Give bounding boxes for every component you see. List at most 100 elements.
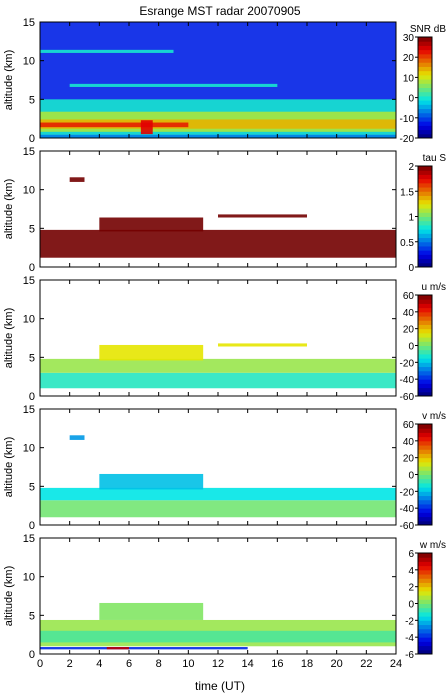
colorbar-cell	[418, 586, 432, 592]
colorbar-cell	[418, 424, 432, 429]
y-tick-label: 0	[29, 391, 35, 403]
data-band-4	[40, 122, 189, 128]
colorbar-cell	[418, 245, 432, 251]
data-band-3	[69, 435, 85, 440]
data-band-4	[106, 647, 129, 650]
colorbar-cell	[418, 449, 432, 454]
panel-v: 0 5 10 15 altitude (km) v m/s -60 -40 -20 0 20 40 60	[3, 404, 446, 532]
colorbar-cell	[418, 254, 432, 260]
colorbar-label: tau S	[423, 153, 446, 164]
colorbar-cell	[418, 250, 432, 255]
data-band-5	[140, 120, 153, 135]
x-tick-label: 2	[67, 658, 73, 670]
colorbar-cell	[418, 353, 432, 359]
colorbar-cell	[418, 349, 432, 355]
colorbar-cell	[418, 491, 432, 497]
colorbar-cell	[418, 569, 432, 575]
colorbar-tick-label: -40	[400, 375, 415, 386]
colorbar-cell	[418, 620, 432, 626]
colorbar-tick-label: 0	[408, 263, 414, 274]
colorbar-frame	[417, 36, 433, 139]
colorbar-tick-label: 60	[403, 291, 415, 302]
colorbar-cell	[418, 503, 432, 509]
x-tick-label: 0	[37, 658, 43, 670]
x-tick-label: 14	[242, 658, 254, 670]
colorbar-cell	[418, 187, 432, 192]
colorbar-cell	[418, 320, 432, 325]
colorbar-cell	[418, 303, 432, 309]
colorbar-cell	[418, 41, 432, 46]
colorbar-cell	[418, 445, 432, 450]
y-tick-label: 10	[23, 314, 35, 326]
colorbar-cell	[418, 379, 432, 384]
data-band-3	[40, 647, 248, 650]
colorbar-cell	[418, 461, 432, 467]
x-tick-label: 20	[331, 658, 343, 670]
colorbar-cell	[418, 116, 432, 122]
colorbar-tick-label: 0	[408, 600, 414, 611]
colorbar-cell	[418, 166, 432, 171]
colorbar-cell	[418, 295, 432, 300]
colorbar-tick-label: 0.5	[400, 238, 414, 249]
y-tick-label: 5	[29, 352, 35, 364]
colorbar-cell	[418, 316, 432, 321]
colorbar-cell	[418, 58, 432, 63]
colorbar-tick-label: 2	[408, 583, 414, 594]
colorbar-cell	[418, 603, 432, 609]
colorbar-cell	[418, 641, 432, 647]
colorbar-tick-label: -4	[405, 633, 414, 644]
colorbar-cell	[418, 299, 432, 304]
colorbar-cell	[418, 233, 432, 239]
y-tick-label: 10	[23, 185, 35, 197]
colorbar-cell	[418, 565, 432, 571]
data-band-1	[40, 487, 396, 501]
colorbar-cell	[418, 241, 432, 247]
colorbar-tick-label: 60	[403, 420, 415, 431]
colorbar-cell	[418, 645, 432, 651]
colorbar-tick-label: 20	[403, 325, 415, 336]
data-band-3	[40, 119, 396, 129]
colorbar-cell	[418, 366, 432, 372]
colorbar-cell	[418, 224, 432, 230]
y-tick-label: 10	[23, 443, 35, 455]
colorbar-cell	[418, 37, 432, 42]
colorbar-cell	[418, 440, 432, 446]
colorbar-cell	[418, 182, 432, 188]
colorbar-cell	[418, 121, 432, 126]
colorbar-tick-label: -40	[400, 504, 415, 515]
data-band-7	[69, 83, 278, 87]
colorbar-cell	[418, 311, 432, 317]
colorbar-cell	[418, 129, 432, 135]
colorbar-cell	[418, 436, 432, 442]
figure-title: Esrange MST radar 20070905	[139, 4, 301, 18]
y-tick-label: 15	[23, 404, 35, 416]
colorbar-cell	[418, 561, 432, 567]
colorbar-cell	[418, 516, 432, 522]
colorbar-label: u m/s	[422, 282, 446, 293]
colorbar-cell	[418, 62, 432, 67]
x-tick-label: 18	[301, 658, 313, 670]
colorbar-cell	[418, 49, 432, 55]
colorbar-cell	[418, 466, 432, 471]
x-axis-label: time (UT)	[195, 679, 245, 693]
colorbar-tick-label: 1.5	[400, 187, 414, 198]
colorbar-cell	[418, 595, 432, 600]
y-tick-label: 0	[29, 520, 35, 532]
colorbar-tick-label: 0	[408, 342, 414, 353]
data-band-2	[99, 344, 204, 361]
colorbar-cell	[418, 100, 432, 105]
colorbar-tick-label: -20	[400, 358, 415, 369]
colorbar-cell	[418, 83, 432, 88]
x-tick-label: 4	[96, 658, 102, 670]
colorbar-cell	[418, 195, 432, 201]
colorbar-tick-label: -10	[400, 114, 415, 125]
data-band-6	[40, 49, 174, 53]
colorbar-cell	[418, 358, 432, 363]
colorbar-tick-label: 40	[403, 308, 415, 319]
y-tick-label: 0	[29, 133, 35, 145]
colorbar-cell	[418, 53, 432, 59]
x-tick-label: 6	[126, 658, 132, 670]
colorbar-cell	[418, 237, 432, 243]
